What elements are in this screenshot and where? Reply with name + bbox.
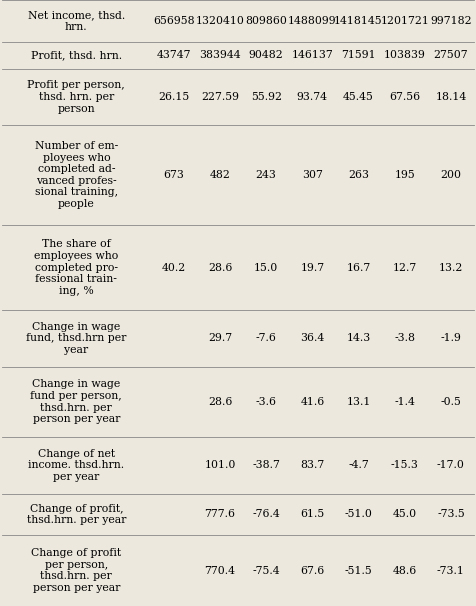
Text: 29.7: 29.7 [208, 333, 232, 344]
Text: Change of net
income. thsd.hrn.
per year: Change of net income. thsd.hrn. per year [28, 449, 124, 482]
Text: -1.9: -1.9 [440, 333, 461, 344]
Text: 770.4: 770.4 [205, 565, 236, 576]
Text: 13.1: 13.1 [347, 397, 371, 407]
Text: Number of em-
ployees who
completed ad-
vanced profes-
sional training,
people: Number of em- ployees who completed ad- … [35, 141, 118, 209]
Text: -51.5: -51.5 [345, 565, 372, 576]
Text: 101.0: 101.0 [204, 461, 236, 470]
Text: 67.56: 67.56 [389, 92, 420, 102]
Text: 263: 263 [348, 170, 369, 180]
Text: 67.6: 67.6 [300, 565, 325, 576]
Text: 19.7: 19.7 [300, 262, 325, 273]
Text: 195: 195 [394, 170, 415, 180]
Text: 307: 307 [302, 170, 323, 180]
Text: 777.6: 777.6 [205, 510, 236, 519]
Text: 383944: 383944 [199, 50, 241, 60]
Text: 45.0: 45.0 [393, 510, 417, 519]
Text: 1418145: 1418145 [334, 16, 383, 26]
Text: 15.0: 15.0 [254, 262, 278, 273]
Text: 48.6: 48.6 [393, 565, 417, 576]
Text: -38.7: -38.7 [252, 461, 280, 470]
Text: 40.2: 40.2 [162, 262, 186, 273]
Text: Profit per person,
thsd. hrn. per
person: Profit per person, thsd. hrn. per person [28, 81, 125, 113]
Text: 1201721: 1201721 [380, 16, 429, 26]
Text: 93.74: 93.74 [297, 92, 328, 102]
Text: 200: 200 [440, 170, 461, 180]
Text: -75.4: -75.4 [252, 565, 280, 576]
Text: -76.4: -76.4 [252, 510, 280, 519]
Text: 13.2: 13.2 [439, 262, 463, 273]
Text: 482: 482 [209, 170, 230, 180]
Text: 103839: 103839 [384, 50, 426, 60]
Text: 28.6: 28.6 [208, 397, 232, 407]
Text: 26.15: 26.15 [158, 92, 189, 102]
Text: 36.4: 36.4 [300, 333, 325, 344]
Text: 227.59: 227.59 [201, 92, 239, 102]
Text: -3.6: -3.6 [256, 397, 277, 407]
Text: 243: 243 [256, 170, 277, 180]
Text: -1.4: -1.4 [394, 397, 415, 407]
Text: Change of profit
per person,
thsd.hrn. per
person per year: Change of profit per person, thsd.hrn. p… [31, 548, 121, 593]
Text: 83.7: 83.7 [300, 461, 325, 470]
Text: -7.6: -7.6 [256, 333, 277, 344]
Text: -4.7: -4.7 [348, 461, 369, 470]
Text: -0.5: -0.5 [440, 397, 461, 407]
Text: 12.7: 12.7 [393, 262, 417, 273]
Text: 18.14: 18.14 [435, 92, 466, 102]
Text: 673: 673 [163, 170, 184, 180]
Text: Net income, thsd.
hrn.: Net income, thsd. hrn. [28, 10, 125, 32]
Text: The share of
employees who
completed pro-
fessional train-
ing, %: The share of employees who completed pro… [34, 239, 119, 296]
Text: 16.7: 16.7 [347, 262, 371, 273]
Text: 14.3: 14.3 [347, 333, 371, 344]
Text: -15.3: -15.3 [391, 461, 419, 470]
Text: -17.0: -17.0 [437, 461, 465, 470]
Text: -73.1: -73.1 [437, 565, 465, 576]
Text: 28.6: 28.6 [208, 262, 232, 273]
Text: -3.8: -3.8 [394, 333, 415, 344]
Text: 27507: 27507 [434, 50, 468, 60]
Text: 90482: 90482 [249, 50, 284, 60]
Text: -51.0: -51.0 [345, 510, 372, 519]
Text: 809860: 809860 [245, 16, 287, 26]
Text: Change in wage
fund, thsd.hrn per
year: Change in wage fund, thsd.hrn per year [26, 322, 127, 355]
Text: 71591: 71591 [341, 50, 376, 60]
Text: 41.6: 41.6 [300, 397, 325, 407]
Text: 656958: 656958 [153, 16, 195, 26]
Text: 55.92: 55.92 [251, 92, 282, 102]
Text: 997182: 997182 [430, 16, 472, 26]
Text: 146137: 146137 [291, 50, 333, 60]
Text: 1320410: 1320410 [196, 16, 244, 26]
Text: 43747: 43747 [157, 50, 191, 60]
Text: 45.45: 45.45 [343, 92, 374, 102]
Text: 1488099: 1488099 [288, 16, 337, 26]
Text: Change of profit,
thsd.hrn. per year: Change of profit, thsd.hrn. per year [27, 504, 126, 525]
Text: Profit, thsd. hrn.: Profit, thsd. hrn. [31, 50, 122, 60]
Text: Change in wage
fund per person,
thsd.hrn. per
person per year: Change in wage fund per person, thsd.hrn… [30, 379, 122, 424]
Text: 61.5: 61.5 [300, 510, 325, 519]
Text: -73.5: -73.5 [437, 510, 465, 519]
